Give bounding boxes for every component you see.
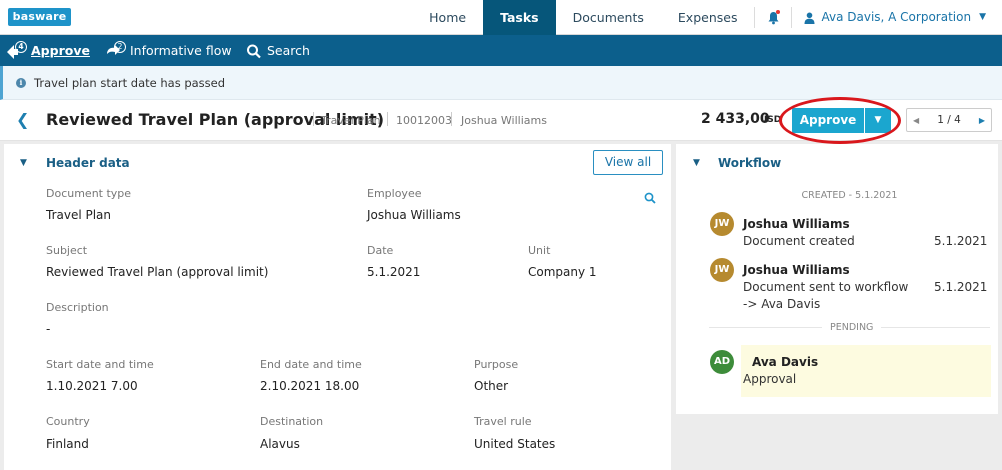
document-title: Reviewed Travel Plan (approval limit)	[46, 110, 385, 129]
document-amount: 2 433,00	[701, 111, 770, 127]
nav-expenses[interactable]: Expenses	[677, 10, 738, 25]
start-date-value: 1.10.2021 7.00	[46, 379, 138, 393]
avatar: JW	[710, 258, 734, 282]
user-icon	[804, 12, 815, 24]
end-date-label: End date and time	[260, 358, 362, 371]
basware-logo[interactable]: basware	[8, 8, 71, 26]
informative-flow-tab[interactable]: 2 Informative flow	[105, 35, 232, 66]
employee-label: Employee	[367, 187, 422, 200]
pending-divider: PENDING	[822, 322, 882, 333]
pending-approver-name: Ava Davis	[752, 355, 819, 369]
chevron-down-icon: ▼	[979, 12, 986, 22]
informative-flow-label: Informative flow	[130, 43, 232, 58]
approve-count-badge: 4	[15, 40, 27, 53]
date-label: Date	[367, 244, 394, 257]
destination-label: Destination	[260, 415, 324, 428]
workflow-entry-name: Joshua Williams	[743, 263, 850, 277]
bell-icon	[768, 11, 779, 24]
info-banner: i Travel plan start date has passed	[0, 66, 1002, 100]
meta-divider	[451, 112, 452, 126]
workflow-entry-text: Document sent to workflow	[743, 280, 909, 294]
nav-divider	[754, 7, 756, 28]
action-bar: 4 Approve 2 Informative flow Search	[0, 35, 1002, 66]
approve-button[interactable]: Approve	[792, 108, 864, 133]
notification-dot	[776, 10, 781, 14]
user-menu[interactable]: Ava Davis, A Corporation ▼	[792, 0, 1002, 35]
purpose-value: Other	[474, 379, 509, 393]
header-data-title: Header data	[46, 156, 130, 170]
subject-value: Reviewed Travel Plan (approval limit)	[46, 265, 269, 279]
date-value: 5.1.2021	[367, 265, 421, 279]
description-value: -	[46, 322, 51, 336]
workflow-entry-name: Joshua Williams	[743, 217, 850, 231]
approve-options-button[interactable]: ▼	[865, 108, 891, 133]
document-number-meta: 10012003	[396, 114, 452, 127]
created-divider: CREATED - 5.1.2021	[801, 190, 898, 201]
document-type-label: Document type	[46, 187, 132, 200]
previous-document-icon[interactable]: ◀	[913, 115, 920, 125]
document-type-value: Travel Plan	[46, 208, 112, 222]
pending-approval-text: Approval	[743, 372, 797, 386]
subject-label: Subject	[46, 244, 88, 257]
unit-label: Unit	[528, 244, 551, 257]
info-icon: i	[16, 78, 26, 88]
workflow-entry-date: 5.1.2021	[934, 280, 988, 294]
unit-value: Company 1	[528, 265, 597, 279]
informative-count-badge: 2	[114, 40, 126, 53]
notifications-button[interactable]	[755, 0, 791, 35]
approve-tab[interactable]: 4 Approve	[6, 35, 90, 66]
approve-icon: 4	[6, 40, 28, 62]
country-value: Finland	[46, 437, 89, 451]
employee-meta: Joshua Williams	[461, 114, 547, 127]
search-tab[interactable]: Search	[246, 35, 310, 66]
informative-flow-icon: 2	[105, 40, 127, 62]
banner-message: Travel plan start date has passed	[34, 76, 226, 90]
document-pager: ◀ 1 / 4 ▶	[906, 108, 992, 132]
description-label: Description	[46, 301, 109, 314]
approve-tab-label: Approve	[31, 43, 90, 58]
workflow-panel: ▼ Workflow CREATED - 5.1.2021 JW Joshua …	[676, 144, 998, 414]
main-nav: Home Tasks Documents Expenses Ava Davis,…	[412, 0, 1002, 35]
workflow-title: Workflow	[718, 156, 782, 170]
search-icon[interactable]	[644, 192, 656, 204]
chevron-down-icon: ▼	[874, 115, 882, 125]
end-date-value: 2.10.2021 18.00	[260, 379, 360, 393]
top-navigation: basware Home Tasks Documents Expenses Av…	[0, 0, 1002, 35]
search-icon	[246, 40, 264, 62]
view-all-button[interactable]: View all	[593, 150, 663, 175]
nav-documents[interactable]: Documents	[572, 10, 644, 25]
travel-rule-label: Travel rule	[474, 415, 532, 428]
nav-divider	[791, 7, 793, 28]
document-header: ❮ Reviewed Travel Plan (approval limit) …	[0, 100, 1002, 141]
document-type-meta: Travel Plan	[321, 114, 381, 127]
nav-home[interactable]: Home	[429, 10, 467, 25]
user-name: Ava Davis, A Corporation	[821, 10, 972, 24]
pending-approval-box	[741, 345, 991, 397]
collapse-chevron-icon[interactable]: ▼	[20, 158, 27, 168]
travel-rule-value: United States	[474, 437, 556, 451]
destination-value: Alavus	[260, 437, 300, 451]
country-label: Country	[46, 415, 90, 428]
avatar: JW	[710, 212, 734, 236]
collapse-chevron-icon[interactable]: ▼	[693, 158, 700, 168]
document-currency: USD	[760, 115, 782, 125]
employee-value: Joshua Williams	[367, 208, 461, 222]
pager-position: 1 / 4	[937, 114, 961, 126]
workflow-entry-text: Document created	[743, 234, 855, 248]
purpose-label: Purpose	[474, 358, 519, 371]
nav-tasks[interactable]: Tasks	[483, 0, 556, 35]
workflow-entry-date: 5.1.2021	[934, 234, 988, 248]
workflow-entry-recipient: -> Ava Davis	[743, 297, 821, 311]
next-document-icon[interactable]: ▶	[978, 115, 985, 125]
back-chevron-icon[interactable]: ❮	[16, 110, 30, 129]
meta-divider	[313, 112, 314, 126]
meta-divider	[387, 112, 388, 126]
header-data-panel: ▼ Header data View all Document type Tra…	[4, 144, 671, 470]
start-date-label: Start date and time	[46, 358, 154, 371]
avatar: AD	[710, 350, 734, 374]
search-tab-label: Search	[267, 43, 310, 58]
